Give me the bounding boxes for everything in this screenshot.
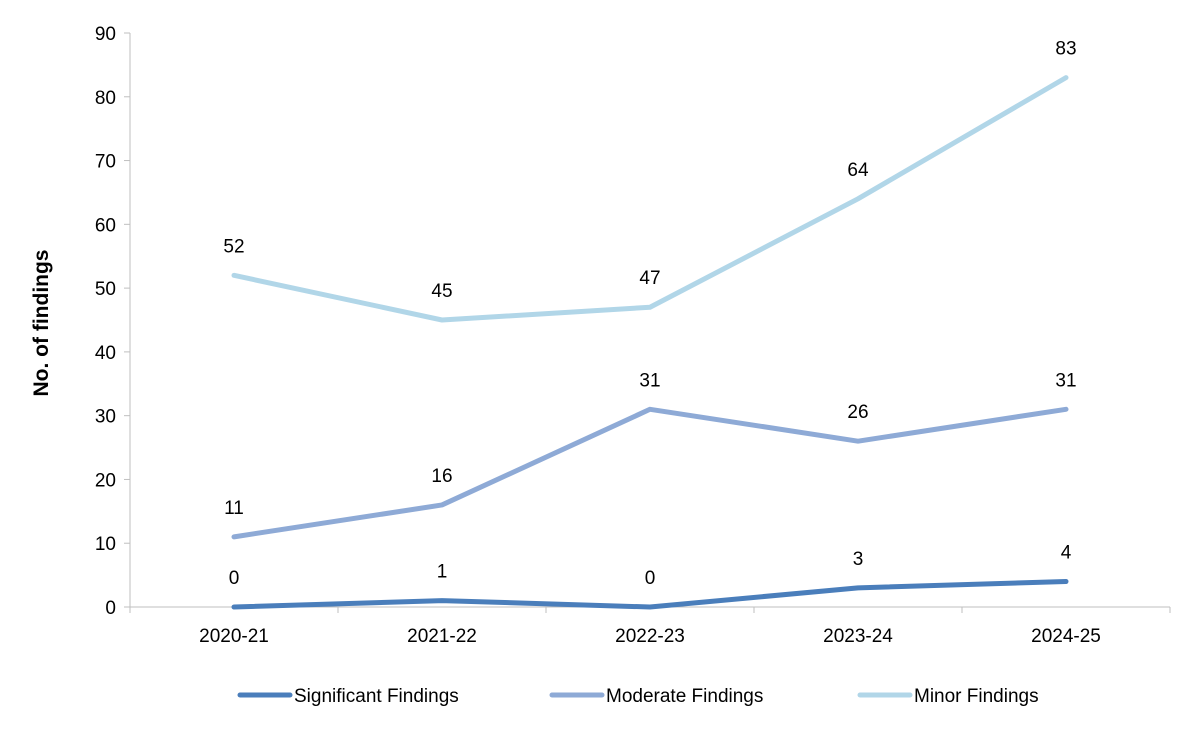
data-label: 31 xyxy=(639,370,660,391)
data-label: 4 xyxy=(1061,542,1072,563)
x-tick-label: 2022-23 xyxy=(615,626,685,647)
data-label: 83 xyxy=(1055,39,1076,60)
data-label: 52 xyxy=(223,236,244,257)
data-label: 64 xyxy=(847,160,869,181)
data-label: 1 xyxy=(437,562,448,583)
series-line xyxy=(231,578,1069,610)
x-tick-label: 2023-24 xyxy=(823,626,893,647)
legend-label: Minor Findings xyxy=(914,686,1039,707)
y-tick-label: 60 xyxy=(95,215,116,236)
data-label: 45 xyxy=(431,281,452,302)
data-label: 26 xyxy=(847,402,868,423)
x-axis: 2020-21 2021-22 2022-23 2023-24 2024-25 xyxy=(129,606,1171,647)
legend-label: Significant Findings xyxy=(294,686,459,707)
legend-label: Moderate Findings xyxy=(606,686,763,707)
y-axis: 0 10 20 30 40 50 60 70 80 90 xyxy=(95,24,131,619)
data-labels: 0 1 0 3 4 11 16 31 26 31 52 45 47 64 83 xyxy=(223,39,1076,589)
y-tick-label: 80 xyxy=(95,88,116,109)
data-label: 11 xyxy=(224,498,244,519)
y-tick-label: 50 xyxy=(95,279,116,300)
series-line xyxy=(231,75,1069,323)
y-tick-label: 30 xyxy=(95,407,116,428)
series-line xyxy=(231,406,1069,540)
data-label: 0 xyxy=(229,568,240,589)
y-tick-label: 90 xyxy=(95,24,116,45)
legend: Significant Findings Moderate Findings Min… xyxy=(237,686,1039,707)
series-lines xyxy=(231,75,1069,610)
data-label: 0 xyxy=(645,568,656,589)
x-tick-label: 2020-21 xyxy=(199,626,269,647)
y-tick-label: 40 xyxy=(95,343,116,364)
y-axis-title: No. of findings xyxy=(30,250,53,397)
data-label: 47 xyxy=(639,268,660,289)
x-tick-label: 2024-25 xyxy=(1031,626,1101,647)
y-tick-label: 0 xyxy=(105,598,116,619)
y-tick-label: 70 xyxy=(95,152,116,173)
y-tick-label: 20 xyxy=(95,470,116,491)
y-tick-label: 10 xyxy=(95,534,116,555)
data-label: 31 xyxy=(1055,370,1076,391)
data-label: 16 xyxy=(431,466,452,487)
data-label: 3 xyxy=(853,549,864,570)
x-tick-label: 2021-22 xyxy=(407,626,477,647)
